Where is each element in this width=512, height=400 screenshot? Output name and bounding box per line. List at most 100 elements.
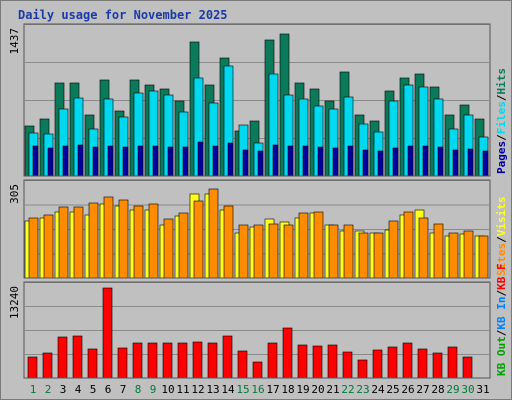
visits-bar-sites [208,188,219,279]
hits-bar-pages [257,150,264,177]
visits-bar-sites [433,223,444,279]
kb-bar-kb-f [132,342,143,379]
day-label: 3 [60,383,67,396]
kb-bar-kb-f [357,359,368,379]
legend-sites: Sites [495,243,508,276]
visits-bar-sites [118,199,129,279]
day-label: 20 [311,383,324,396]
kb-bar-kb-f [432,352,443,379]
visits-bar-sites [58,206,69,279]
visits-legend: Sites/Visits [495,197,508,277]
hits-bar-pages [122,146,129,177]
hits-bar-pages [107,145,114,177]
legend-separator: / [495,236,508,243]
hits-bar-pages [92,146,99,177]
visits-bar-sites [133,205,144,279]
hits-bar-pages [392,147,399,177]
day-label: 26 [401,383,414,396]
kb-bar-kb-f [102,287,113,379]
day-label: 24 [371,383,385,396]
day-label: 2 [45,383,52,396]
legend-visits: Visits [495,197,508,237]
hits-bar-pages [482,150,489,177]
visits-bar-sites [73,206,84,279]
visits-bar-sites [358,232,369,279]
hits-bar-pages [347,145,354,177]
day-label: 16 [251,383,264,396]
legend-separator: / [495,290,508,297]
legend-separator: / [495,134,508,141]
visits-bar-sites [28,217,39,279]
kb-bar-kb-f [42,352,53,379]
kb-bar-kb-f [252,361,263,379]
visits-bar-sites [418,217,429,279]
kb-bar-kb-f [312,345,323,379]
kb-bar-kb-f [237,350,248,379]
legend-kb-in: KB In [495,297,508,330]
kb-bar-kb-f [207,342,218,379]
visits-bar-sites [178,212,189,279]
hits-bar-pages [152,145,159,177]
hits-legend: Pages/Files/Hits [495,68,508,174]
visits-bar-sites [103,196,114,279]
kb-bar-kb-f [297,344,308,379]
day-label: 6 [105,383,112,396]
hits-bar-pages [287,145,294,177]
visits-bar-sites [223,205,234,279]
day-label: 23 [356,383,369,396]
visits-bar-sites [463,230,474,279]
visits-bar-sites [148,203,159,279]
day-label: 9 [150,383,157,396]
day-label: 19 [296,383,309,396]
day-label: 11 [176,383,189,396]
visits-bar-sites [163,218,174,279]
visits-bar-sites [238,224,249,279]
day-label: 21 [326,383,339,396]
visits-panel-frame [23,179,491,279]
day-label: 22 [341,383,354,396]
day-label: 12 [191,383,204,396]
kb-bar-kb-f [222,335,233,379]
day-label: 28 [431,383,444,396]
kb-bar-kb-f [87,348,98,379]
legend-kb-out: KB Out [495,336,508,376]
visits-bar-sites [478,235,489,279]
visits-bar-sites [328,224,339,279]
kb-bar-kb-f [192,341,203,379]
kb-bar-kb-f [342,351,353,379]
legend-separator: / [495,329,508,336]
visits-bar-sites [253,224,264,279]
kb-bar-kb-f [57,336,68,379]
day-label: 10 [161,383,174,396]
kb-bar-kb-f [72,335,83,379]
kb-ymax-label: 13240 [8,286,21,319]
day-label: 7 [120,383,127,396]
hits-ymax-label: 1437 [8,28,21,55]
day-label: 25 [386,383,399,396]
visits-bar-sites [283,224,294,279]
kb-bar-kb-f [447,346,458,379]
hits-bar-pages [227,142,234,177]
kb-bar-kb-f [267,342,278,379]
visits-bar-sites [388,220,399,279]
day-label: 8 [135,383,142,396]
legend-separator: / [495,94,508,101]
visits-bar-sites [373,232,384,279]
day-label: 30 [461,383,474,396]
kb-bar-kb-f [327,344,338,379]
hits-bar-pages [332,147,339,177]
day-label: 17 [266,383,279,396]
day-label: 5 [90,383,97,396]
hits-bar-pages [317,146,324,177]
hits-bar-pages [302,145,309,177]
kb-bar-kb-f [162,342,173,379]
hits-bar-pages [272,144,279,177]
day-label: 18 [281,383,294,396]
kb-panel-frame [23,281,491,379]
visits-bar-sites [298,212,309,279]
kb-bar-kb-f [417,348,428,379]
visits-bar-sites [268,223,279,279]
hits-bar-pages [242,149,249,177]
visits-ymax-label: 305 [8,184,21,204]
kb-bar-kb-f [177,342,188,379]
